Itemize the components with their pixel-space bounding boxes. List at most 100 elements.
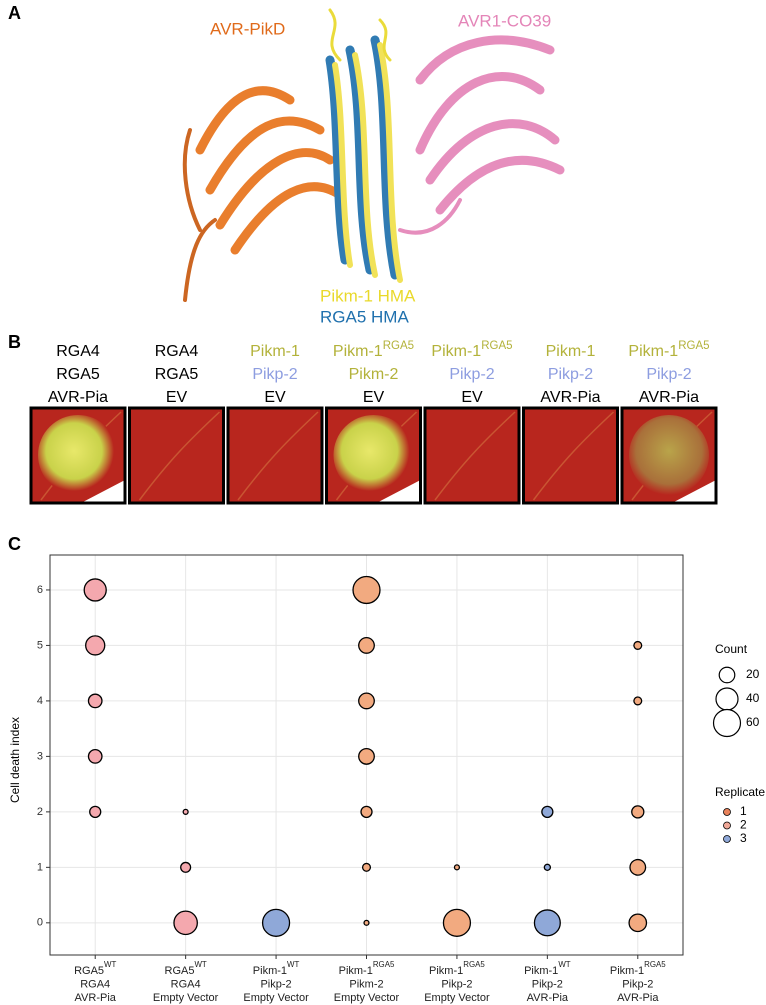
y-tick-label: 6 [37,584,43,596]
leaf-label: Pikm-1RGA5 [628,340,709,360]
legend-size [712,708,742,738]
leaf-label: Pikp-2 [646,366,691,383]
label-text: Empty Vector [243,992,309,1004]
structure-ribbons [182,8,565,302]
leaf-label: RGA5 [56,366,100,383]
label-superscript: RGA5 [463,960,485,969]
bubble [361,862,372,872]
bubble [543,863,552,872]
leaf-lesion [629,415,709,495]
x-tick-label: RGA5WT [74,960,116,977]
x-tick-label: Pikm-1WT [253,960,300,977]
label-text: Pikp-2 [532,978,563,990]
label-text: RGA5 [155,366,199,383]
leaf-edge [672,480,716,503]
bubble [261,908,291,937]
label-text: Pikp-2 [260,978,291,990]
leaf-label: Pikm-1 [250,343,300,360]
legend-color [723,808,731,816]
bubble [360,805,373,819]
legend-title: Replicate [715,785,765,799]
bubble [629,858,647,876]
leaf-frame [226,406,324,505]
label-text: EV [363,389,385,406]
leaf-vein [434,411,516,501]
x-tick-label: Pikm-2 [349,978,383,990]
panel-label: A [8,3,21,23]
bubble [173,910,198,936]
leaf-label: EV [363,389,385,406]
panel-label: B [8,332,21,352]
y-tick-label: 1 [37,861,43,873]
leaf-vein [138,411,221,501]
x-tick-label: AVR-Pia [75,992,117,1004]
label-superscript: RGA5 [373,960,395,969]
leaf-edge [81,480,125,503]
leaf-label: Pikm-1 [546,343,596,360]
x-tick-label: Pikp-2 [622,978,653,990]
label-text: Pikm-1 [253,965,287,977]
label-text: Empty Vector [424,992,490,1004]
y-tick-label: 5 [37,639,43,651]
label-text: Pikp-2 [622,978,653,990]
x-tick-label: Pikm-1RGA5 [429,960,485,977]
y-axis-title: Cell death index [8,717,22,803]
legend-label: 3 [740,831,747,845]
leaf-frame [325,406,422,505]
x-tick-label: Pikm-1RGA5 [610,960,666,977]
leaf-frame [29,406,127,505]
x-tick-label: Empty Vector [243,992,309,1004]
leaf-label: AVR-Pia [540,389,600,406]
x-tick-label: Empty Vector [334,992,400,1004]
leaf-label: RGA4 [56,343,100,360]
x-tick-label: Pikp-2 [260,978,291,990]
bubble [363,919,370,926]
bubble [358,747,375,765]
bubble [182,808,189,815]
leaf-lesion [38,415,118,495]
x-tick-label: Empty Vector [424,992,490,1004]
label-text: RGA5 [165,965,195,977]
label-text: Pikm-1 [333,343,383,360]
x-tick-label: RGA4 [80,978,110,990]
y-tick-label: 0 [37,917,43,929]
x-tick-label: Pikm-1WT [524,960,571,977]
leaf-label: Pikm-2 [349,366,399,383]
leaf-vein [237,411,319,501]
bubble [453,864,461,871]
leaf-label: Pikm-1RGA5 [333,340,414,360]
label-superscript: WT [287,960,299,969]
label-text: EV [166,389,188,406]
leaf-frame [522,406,619,505]
bubble [352,575,381,605]
label-text: Pikm-2 [349,366,399,383]
bubble [87,693,103,709]
leaf-edge [376,480,421,503]
legend-label: 20 [746,667,760,681]
leaf-label: Pikp-2 [252,366,297,383]
label-text: AVR-Pia [540,389,600,406]
label-superscript: WT [194,960,206,969]
label-text: AVR-Pia [617,992,659,1004]
leaf-label: Pikp-2 [449,366,494,383]
label-text: RGA5 [74,965,104,977]
leaf-label: EV [264,389,286,406]
x-tick-label: Empty Vector [153,992,219,1004]
leaf-frame [423,406,521,505]
label-text: Pikm-1 [628,343,678,360]
label-text: EV [264,389,286,406]
label-superscript: WT [558,960,570,969]
label-superscript: RGA5 [678,340,709,352]
y-tick-label: 2 [37,806,43,818]
x-tick-label: RGA4 [171,978,201,990]
label-text: RGA4 [56,343,100,360]
label-text: AVR-Pia [75,992,117,1004]
legend-size [718,666,736,684]
label-text: Pikm-2 [349,978,383,990]
label-text: Pikm-1 [339,965,373,977]
bubble [533,909,561,937]
bubble [628,913,648,933]
bubble [541,805,554,819]
label-text: Pikp-2 [252,366,297,383]
leaf-label: RGA4 [155,343,199,360]
